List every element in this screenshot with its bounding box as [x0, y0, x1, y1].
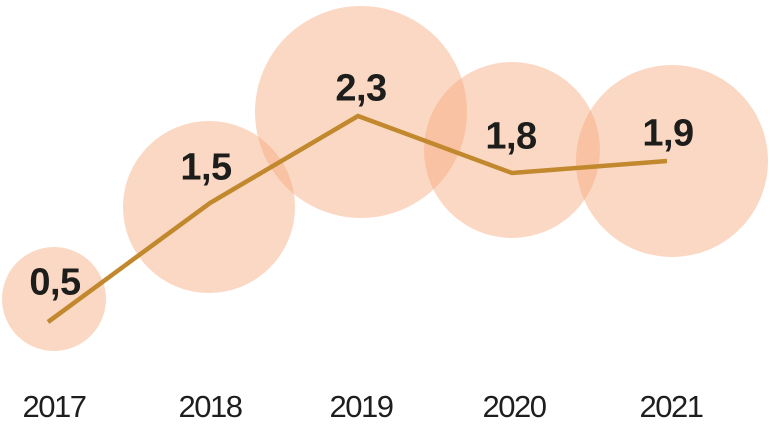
bubble-2017: [2, 247, 106, 351]
year-label-2018: 2018: [178, 389, 243, 424]
value-label-2020: 1,8: [485, 115, 537, 158]
year-label-2020: 2020: [482, 389, 547, 424]
value-label-2018: 1,5: [180, 146, 232, 189]
bubble-group: [2, 6, 768, 351]
value-label-2017: 0,5: [29, 261, 81, 304]
year-label-2019: 2019: [329, 389, 394, 424]
bubble-2020: [424, 62, 600, 238]
bubble-2018: [123, 121, 295, 293]
bubble-2021: [576, 65, 768, 257]
bubble-2019: [255, 6, 467, 218]
value-label-2019: 2,3: [335, 67, 387, 110]
year-label-2017: 2017: [22, 389, 87, 424]
value-label-2021: 1,9: [642, 112, 694, 155]
trend-line: [46, 113, 668, 324]
year-label-2021: 2021: [639, 389, 704, 424]
